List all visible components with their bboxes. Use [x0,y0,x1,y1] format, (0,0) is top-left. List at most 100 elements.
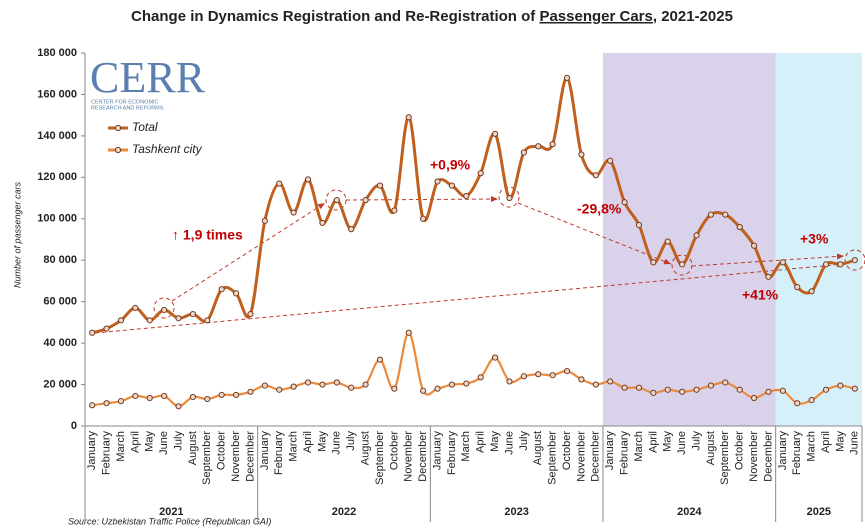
x-tick-label: April [647,431,659,453]
data-point [376,182,384,189]
data-point [535,371,542,378]
y-tick-label: 180 000 [37,47,77,59]
data-point [175,315,182,322]
x-tick-label: January [431,431,443,471]
year-label: 2021 [159,506,183,518]
data-point [549,372,556,379]
data-point [290,383,297,390]
x-tick-label: April [820,431,832,453]
data-point [348,226,355,233]
data-point [664,386,671,393]
data-point [204,317,211,324]
data-point [420,387,427,394]
x-tick-label: May [662,431,674,452]
data-point [261,382,268,389]
data-point [161,392,168,400]
data-point [736,386,743,393]
data-point [822,261,830,268]
data-point [304,176,312,183]
data-point [750,242,758,249]
data-point [448,182,456,189]
data-point [89,329,96,336]
data-point [89,402,96,409]
x-tick-label: November [575,431,587,482]
data-point [117,398,125,405]
data-point [218,391,225,399]
x-tick-label: September [719,431,731,485]
data-point [477,374,484,381]
x-tick-label: February [446,431,458,476]
x-tick-label: June [503,431,515,455]
data-point [707,211,715,218]
x-tick-label: October [216,431,228,470]
data-point [837,261,844,268]
data-point [463,380,470,387]
data-point [261,217,268,224]
data-point [592,381,599,388]
data-point [707,382,715,389]
x-tick-label: June [849,431,861,455]
data-point [506,194,513,202]
data-point [405,114,412,121]
x-tick-label: March [288,431,300,462]
legend-marker [114,124,122,132]
annotation-arrows [94,186,865,334]
x-tick-label: May [144,431,156,452]
data-point [146,317,153,324]
data-point [362,197,369,204]
data-point [607,378,614,385]
data-point [535,143,542,150]
chart-title: Change in Dynamics Registration and Re-R… [131,8,733,25]
data-point [693,232,700,239]
x-tick-label: July [345,431,357,451]
y-tick-label: 160 000 [37,88,77,100]
data-point [276,180,283,187]
legend-label: Tashkent city [132,142,203,156]
x-tick-label: August [705,431,717,465]
data-point [578,376,585,383]
data-point [376,356,384,363]
x-tick-label: January [777,431,789,471]
logo-line: RESEARCH AND REFORMS [91,105,164,111]
data-point [837,382,844,389]
highlight-circle [844,249,865,271]
x-tick-label: November [403,431,415,482]
y-tick-label: 140 000 [37,130,77,142]
x-tick-label: January [86,431,98,471]
data-point [204,395,211,403]
data-point [592,172,599,179]
x-tick-label: February [273,431,285,476]
arrow [345,196,499,203]
logo: CERR [90,53,206,102]
data-point [103,400,110,407]
data-point [420,215,427,222]
x-tick-label: December [590,431,602,482]
x-tick-label: September [201,431,213,485]
data-point [103,325,110,332]
x-tick-label: May [834,431,846,452]
data-point [794,400,801,407]
data-point [520,373,527,380]
title-part: Change in Dynamics Registration and Re-R… [131,8,539,25]
x-tick-label: September [374,431,386,485]
data-point [348,384,355,391]
data-point [232,290,240,297]
y-tick-label: 100 000 [37,213,77,225]
x-tick-label: July [518,431,530,451]
data-point [621,199,628,206]
x-tick-label: March [115,431,127,462]
data-point [448,381,456,388]
x-tick-label: December [762,431,774,482]
annotation: -29,8% [577,201,622,217]
x-tick-label: November [748,431,760,482]
x-tick-label: May [489,431,501,452]
x-tick-label: May [316,431,328,452]
annotation: ↑ 1,9 times [172,227,243,243]
data-point [247,388,254,395]
data-point [822,386,830,393]
source: Source: Uzbekistan Traffic Police (Repub… [68,516,271,526]
y-tick-label: 20 000 [43,378,77,390]
y-tick-label: 80 000 [43,254,77,266]
title-part: Passenger Cars [539,8,652,25]
